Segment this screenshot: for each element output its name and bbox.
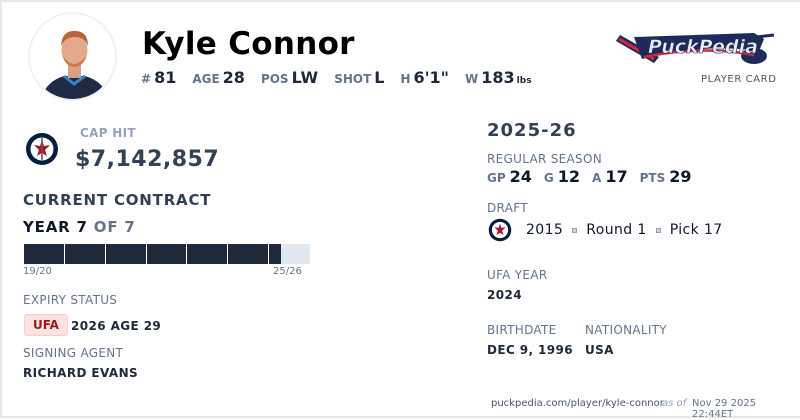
player-name: Kyle Connor xyxy=(142,26,355,62)
contract-year-segment xyxy=(228,244,270,264)
nationality-value: USA xyxy=(585,343,614,357)
current-contract-heading: CURRENT CONTRACT xyxy=(23,191,212,209)
ufa-badge: UFA xyxy=(24,314,68,336)
draft-team-logo-icon xyxy=(488,218,512,242)
draft-year: 2015 xyxy=(526,222,564,238)
cap-hit-label: CAP HIT xyxy=(80,126,136,140)
contract-year-segment xyxy=(146,244,188,264)
expiry-detail: 2026 AGE 29 xyxy=(71,319,162,333)
signing-agent-label: SIGNING AGENT xyxy=(23,346,124,360)
separator-icon xyxy=(572,227,578,233)
contract-year-segment xyxy=(269,244,282,264)
assists-value: 17 xyxy=(605,167,628,186)
contract-progress-bar xyxy=(24,244,310,264)
weight-unit: lbs xyxy=(516,76,532,86)
contract-year: YEAR 7 OF 7 xyxy=(23,218,136,236)
gp-value: 24 xyxy=(509,167,532,186)
draft-label: DRAFT xyxy=(487,201,528,215)
assists-label: A xyxy=(592,171,602,185)
jets-logo-icon xyxy=(25,132,59,170)
contract-end-label: 25/26 xyxy=(273,266,302,277)
separator-icon xyxy=(655,227,661,233)
weight-label: W xyxy=(465,72,479,86)
shot-value: L xyxy=(374,68,385,87)
gp-label: GP xyxy=(487,171,506,185)
ufa-year-value: 2024 xyxy=(487,288,522,302)
regular-season-label: REGULAR SEASON xyxy=(487,152,602,166)
draft-pick: Pick 17 xyxy=(669,222,723,238)
nationality-label: NATIONALITY xyxy=(585,323,667,337)
signing-agent-value: RICHARD EVANS xyxy=(23,366,139,380)
contract-year-segment xyxy=(105,244,147,264)
points-label: PTS xyxy=(639,171,666,185)
position-value: LW xyxy=(291,68,319,87)
goals-label: G xyxy=(543,171,554,185)
birthdate-value: DEC 9, 1996 xyxy=(487,343,574,357)
goals-value: 12 xyxy=(557,167,581,186)
player-photo-icon xyxy=(40,30,109,99)
season-title: 2025-26 xyxy=(487,120,577,141)
age-value: 28 xyxy=(222,68,245,87)
of-label: OF 7 xyxy=(93,218,136,236)
number-value: 81 xyxy=(154,68,177,87)
contract-year-segment xyxy=(64,244,106,264)
contract-year-segment xyxy=(187,244,229,264)
birthdate-label: BIRTHDATE xyxy=(487,323,557,337)
number-label: # xyxy=(141,72,152,86)
draft-info: 2015 Round 1 Pick 17 xyxy=(488,218,723,242)
contract-year-segment xyxy=(24,244,65,264)
ufa-year-label: UFA YEAR xyxy=(487,268,548,282)
profile-url-link[interactable]: puckpedia.com/player/kyle-connor xyxy=(491,398,664,409)
timestamp: Nov 29 2025 22:44ET xyxy=(692,398,757,420)
as-of-label: as of xyxy=(662,398,687,409)
season-stats: GP 24 G 12 A 17 PTS 29 xyxy=(487,167,704,186)
player-meta: #81 AGE 28 POS LW SHOT L H 6'1" W 183 lbs xyxy=(141,68,532,87)
age-label: AGE xyxy=(192,72,220,86)
shot-label: SHOT xyxy=(334,72,372,86)
expiry-status-label: EXPIRY STATUS xyxy=(23,293,118,307)
player-avatar xyxy=(28,12,117,101)
height-value: 6'1" xyxy=(413,68,450,87)
player-card-label: PLAYER CARD xyxy=(701,74,777,85)
cap-hit-value: $7,142,857 xyxy=(75,147,220,172)
position-label: POS xyxy=(260,72,289,86)
points-value: 29 xyxy=(669,167,692,186)
logo-text: PuckPedia xyxy=(648,36,758,58)
puckpedia-logo: PuckPedia xyxy=(614,29,775,73)
year-label: YEAR 7 xyxy=(23,218,88,236)
contract-start-label: 19/20 xyxy=(23,266,52,277)
weight-value: 183 xyxy=(481,68,515,87)
height-label: H xyxy=(400,72,411,86)
draft-round: Round 1 xyxy=(586,222,647,238)
